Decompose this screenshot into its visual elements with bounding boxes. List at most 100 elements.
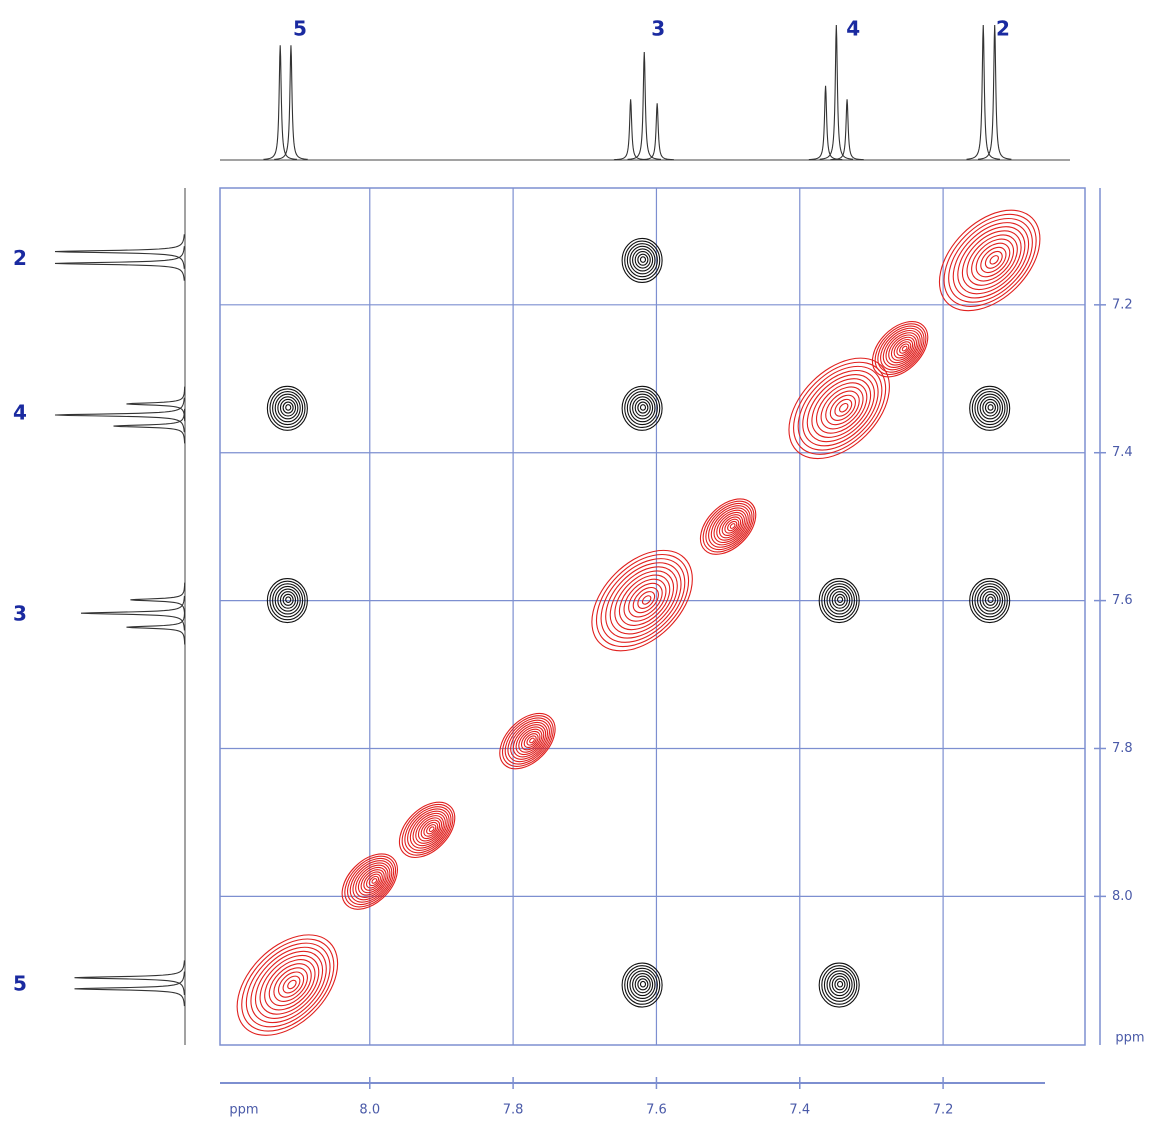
contour: [710, 507, 749, 546]
side-spectrum-line: [54, 246, 185, 281]
contour: [637, 253, 649, 266]
contour: [401, 803, 454, 856]
contour: [629, 393, 656, 423]
contour: [977, 393, 1004, 423]
contour: [971, 238, 1015, 282]
contour: [512, 724, 547, 758]
contour: [404, 806, 452, 854]
y-tick-label: 7.8: [1112, 741, 1133, 756]
cross-peak: [266, 578, 308, 624]
contour: [806, 374, 875, 443]
contour: [420, 819, 441, 840]
contour: [415, 815, 444, 844]
contour: [282, 975, 301, 994]
contour: [957, 226, 1026, 295]
contour: [357, 866, 387, 896]
contour: [961, 230, 1022, 291]
contour: [984, 593, 996, 606]
contour: [890, 336, 916, 361]
contour: [826, 585, 853, 615]
y-tick-label: 7.2: [1112, 297, 1133, 312]
side-spectrum-line: [80, 595, 185, 631]
contour: [632, 973, 654, 997]
contour: [797, 365, 883, 451]
contour: [499, 712, 556, 770]
contour: [344, 855, 397, 908]
contour: [277, 971, 305, 998]
contour: [989, 255, 999, 265]
cross-peak: [818, 962, 860, 1008]
contour: [349, 860, 393, 903]
contour: [360, 869, 385, 894]
contour: [515, 726, 545, 756]
contour: [811, 378, 872, 438]
x-tick-label: 7.4: [789, 1103, 810, 1118]
contour: [802, 369, 879, 447]
contour: [282, 593, 294, 606]
contour: [977, 585, 1004, 615]
contour: [279, 398, 297, 417]
contour: [347, 857, 395, 906]
y-tick-label: 7.6: [1112, 593, 1133, 608]
contour: [834, 398, 853, 417]
contour: [823, 583, 855, 618]
side-spectrum-line: [126, 386, 186, 422]
contour: [826, 970, 853, 1000]
contour: [269, 580, 306, 621]
cross-peak: [788, 357, 890, 460]
contour: [708, 505, 751, 548]
contour: [626, 391, 658, 426]
contour: [287, 979, 297, 990]
contour: [626, 243, 658, 278]
contour: [245, 942, 331, 1028]
contour: [820, 386, 864, 430]
side-peak-label: 5: [13, 971, 27, 995]
contour: [818, 578, 860, 624]
contour: [529, 737, 535, 744]
top-spectrum-line: [640, 103, 674, 161]
contour: [729, 523, 736, 529]
contour: [888, 334, 917, 364]
contour: [614, 570, 675, 631]
cross-peak: [341, 853, 398, 910]
contour: [501, 715, 554, 767]
top-peak-label: 3: [651, 17, 665, 41]
contour: [254, 950, 324, 1019]
x-tick-label: 7.2: [933, 1103, 954, 1118]
contour: [409, 810, 448, 849]
contour: [624, 240, 661, 281]
contour: [285, 404, 292, 411]
top-spectrum-line: [274, 45, 308, 160]
contour: [273, 967, 308, 1002]
contour: [368, 875, 380, 887]
contour: [426, 824, 437, 835]
cross-peak: [591, 549, 693, 652]
contour: [266, 385, 308, 431]
side-spectrum-line: [130, 582, 186, 618]
contour: [793, 361, 887, 455]
side-spectrum-line: [54, 397, 185, 433]
cross-peak: [818, 578, 860, 624]
contour: [352, 862, 391, 901]
cross-peak: [621, 237, 663, 284]
cross-peak: [398, 801, 456, 858]
contour: [724, 518, 740, 534]
contour: [727, 520, 738, 532]
contour: [634, 251, 651, 269]
contour: [834, 593, 846, 606]
contour: [980, 246, 1007, 274]
contour: [831, 591, 848, 609]
contour: [274, 393, 301, 423]
contour: [713, 509, 747, 544]
contour: [523, 733, 539, 749]
x-axis-label: ppm: [229, 1103, 258, 1118]
contour: [600, 558, 686, 643]
contour: [272, 391, 304, 426]
contour: [504, 717, 552, 765]
top-spectrum-line: [819, 24, 854, 160]
contour: [274, 585, 301, 615]
contour: [272, 583, 304, 618]
top-spectrum-line: [627, 51, 662, 160]
contour: [371, 878, 378, 884]
contour: [984, 401, 996, 414]
